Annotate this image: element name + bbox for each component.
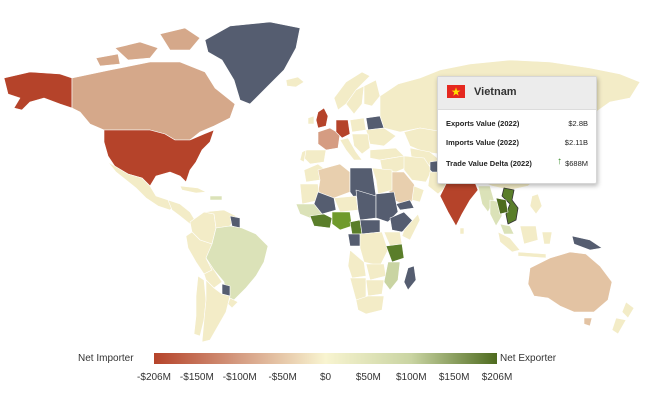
country-malaysia[interactable] (499, 223, 515, 235)
country-alaska[interactable] (3, 71, 73, 111)
country-ireland[interactable] (307, 115, 315, 125)
country-drc[interactable] (359, 231, 389, 267)
country-ivory-coast-ghana[interactable] (309, 213, 333, 229)
country-papua-new-guinea[interactable] (571, 235, 603, 251)
legend-tick-label: $0 (319, 372, 332, 383)
legend-tick-label: -$100M (222, 372, 257, 383)
country-greenland[interactable] (204, 21, 301, 105)
country-indonesia-sulawesi[interactable] (541, 231, 553, 245)
country-algeria[interactable] (317, 163, 351, 199)
tooltip-country-name: Vietnam (474, 86, 517, 98)
country-madagascar[interactable] (403, 265, 417, 291)
country-indonesia-borneo[interactable] (519, 225, 539, 245)
legend-left-label: Net Importer (78, 353, 134, 364)
country-new-zealand[interactable] (621, 301, 635, 319)
country-chile[interactable] (193, 275, 207, 337)
country-cuba[interactable] (179, 185, 207, 194)
country-argentina[interactable] (201, 279, 231, 343)
tooltip-header: Vietnam (438, 77, 596, 110)
country-caribbean[interactable] (209, 195, 223, 201)
country-namibia[interactable] (349, 277, 367, 301)
country-philippines[interactable] (529, 193, 543, 215)
tooltip-row-imports: Imports Value (2022) $2.11B (446, 138, 588, 150)
exports-value: $2.8B (568, 119, 588, 128)
country-portugal[interactable] (299, 149, 307, 163)
country-uruguay[interactable] (227, 297, 239, 309)
country-mozambique[interactable] (383, 261, 401, 291)
country-sri-lanka[interactable] (459, 227, 465, 235)
country-syria-iraq[interactable] (379, 155, 411, 173)
legend-tick-label: -$206M (137, 372, 171, 383)
country-zambia[interactable] (365, 263, 387, 281)
country-iran[interactable] (403, 155, 433, 183)
country-finland[interactable] (363, 79, 381, 107)
country-canada[interactable] (71, 61, 236, 141)
legend-color-scale (154, 353, 497, 364)
up-arrow-icon: ↑ (557, 156, 562, 167)
country-spain[interactable] (303, 149, 327, 165)
country-uganda-kenya[interactable] (383, 231, 403, 247)
imports-label: Imports Value (2022) (446, 138, 519, 147)
country-yemen[interactable] (395, 199, 415, 211)
country-mali[interactable] (313, 191, 337, 215)
country-canada-islands-3[interactable] (95, 53, 121, 67)
country-egypt[interactable] (371, 167, 393, 195)
country-south-africa[interactable] (355, 295, 385, 315)
legend-tick-label: $150M (438, 372, 470, 383)
country-france[interactable] (317, 127, 341, 151)
country-laos-cambodia[interactable] (495, 197, 509, 215)
country-indonesia-sumatra[interactable] (497, 231, 521, 253)
country-australia[interactable] (527, 251, 613, 313)
country-niger[interactable] (333, 195, 359, 213)
country-poland[interactable] (349, 117, 367, 133)
country-balkans[interactable] (351, 133, 371, 155)
tooltip-row-exports: Exports Value (2022) $2.8B (446, 119, 588, 131)
tooltip-row-delta: Trade Value Delta (2022) ↑ $688M (446, 156, 588, 171)
legend-tick-label: $206M (481, 372, 513, 383)
country-tasmania[interactable] (583, 317, 593, 327)
legend-right-label: Net Exporter (500, 353, 557, 364)
country-tanzania[interactable] (385, 243, 405, 263)
country-nigeria[interactable] (331, 211, 353, 231)
country-chad[interactable] (355, 189, 377, 221)
country-ukraine[interactable] (365, 127, 397, 147)
country-oman[interactable] (411, 185, 425, 203)
country-sweden[interactable] (345, 85, 365, 115)
country-angola[interactable] (347, 249, 367, 279)
country-united-kingdom[interactable] (315, 107, 329, 129)
legend-tick-label: -$50M (268, 372, 297, 383)
country-germany[interactable] (335, 119, 351, 139)
country-botswana-zimbabwe[interactable] (365, 279, 385, 297)
country-new-zealand-south[interactable] (611, 317, 627, 335)
vietnam-flag-icon (447, 85, 465, 98)
country-united-states[interactable] (103, 129, 215, 187)
country-tooltip: Vietnam Exports Value (2022) $2.8B Impor… (437, 76, 597, 184)
legend-tick-label: -$150M (179, 372, 214, 383)
country-canada-islands-2[interactable] (159, 27, 201, 51)
country-somalia[interactable] (401, 213, 421, 241)
delta-value: $688M (565, 159, 588, 168)
country-car[interactable] (359, 219, 381, 235)
country-italy[interactable] (339, 137, 363, 161)
country-canada-islands-1[interactable] (114, 41, 159, 61)
exports-label: Exports Value (2022) (446, 119, 520, 128)
legend-tick-label: $50M (355, 372, 381, 383)
legend-tick-label: $100M (395, 372, 427, 383)
country-indonesia-java[interactable] (517, 251, 547, 259)
imports-value: $2.11B (564, 138, 588, 147)
country-iceland[interactable] (285, 76, 305, 88)
delta-label: Trade Value Delta (2022) (446, 159, 532, 168)
country-norway[interactable] (333, 71, 371, 111)
